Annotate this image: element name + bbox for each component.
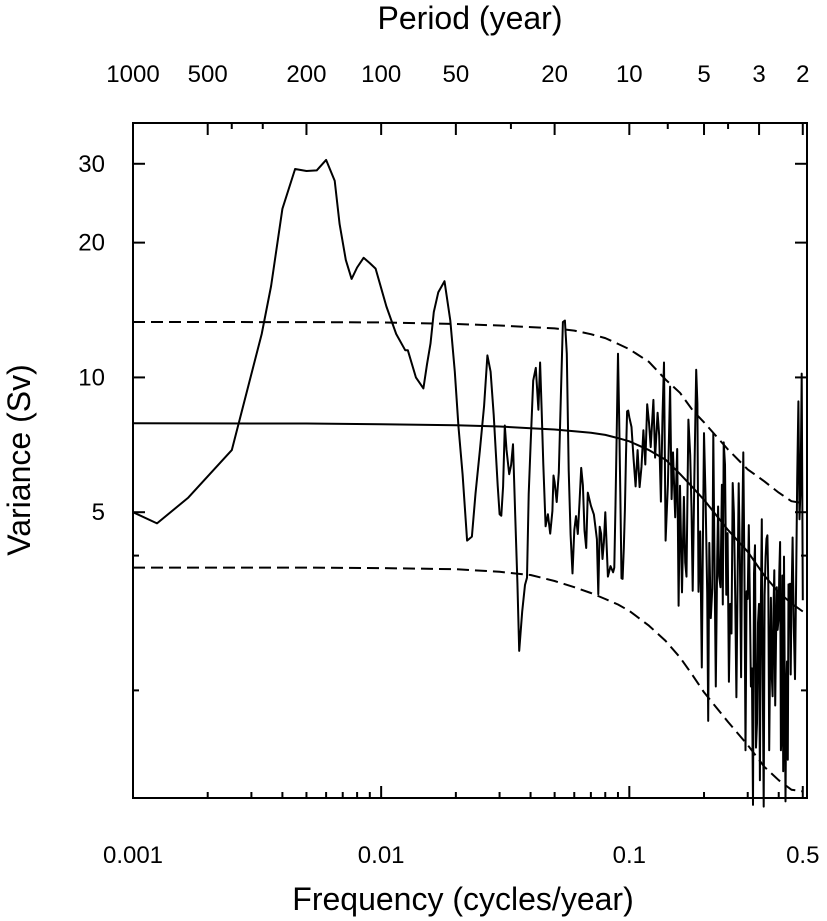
y-tick-label: 10 — [78, 364, 105, 391]
x2-tick-label: 3 — [752, 61, 765, 88]
spectrum-line — [132, 158, 804, 808]
x2-tick-label: 5 — [697, 61, 710, 88]
tick-labels: 0.001 0.01 0.1 0.5 1000 500 200 100 50 20 10 5 3 2 5 10… — [78, 61, 819, 869]
y-tick-label: 5 — [92, 499, 105, 526]
x2-tick-label: 200 — [286, 61, 326, 88]
x2-tick-label: 50 — [443, 61, 470, 88]
x-tick-label: 0.5 — [786, 842, 819, 869]
y-tick-label: 30 — [78, 151, 105, 178]
fit-curve-2 — [132, 321, 803, 505]
y-axis-title: Variance (Sv) — [1, 364, 37, 555]
top-axis-title: Period (year) — [378, 0, 563, 36]
fit-curve-1 — [132, 422, 804, 613]
plot-frame — [132, 122, 808, 799]
x2-tick-label: 500 — [188, 61, 228, 88]
x-tick-label: 0.001 — [103, 842, 163, 869]
x-axis-title: Frequency (cycles/year) — [292, 881, 633, 917]
x2-tick-label: 20 — [541, 61, 568, 88]
x-tick-label: 0.01 — [358, 842, 405, 869]
fit-curve-3 — [133, 566, 803, 793]
plot-lines — [132, 158, 804, 808]
x2-tick-label: 2 — [796, 61, 809, 88]
y-tick-label: 20 — [78, 230, 105, 257]
axis-ticks — [132, 123, 807, 798]
x2-tick-label: 10 — [616, 61, 643, 88]
x2-tick-label: 100 — [361, 61, 401, 88]
x-tick-label: 0.1 — [613, 842, 646, 869]
x2-tick-label: 1000 — [106, 61, 159, 88]
